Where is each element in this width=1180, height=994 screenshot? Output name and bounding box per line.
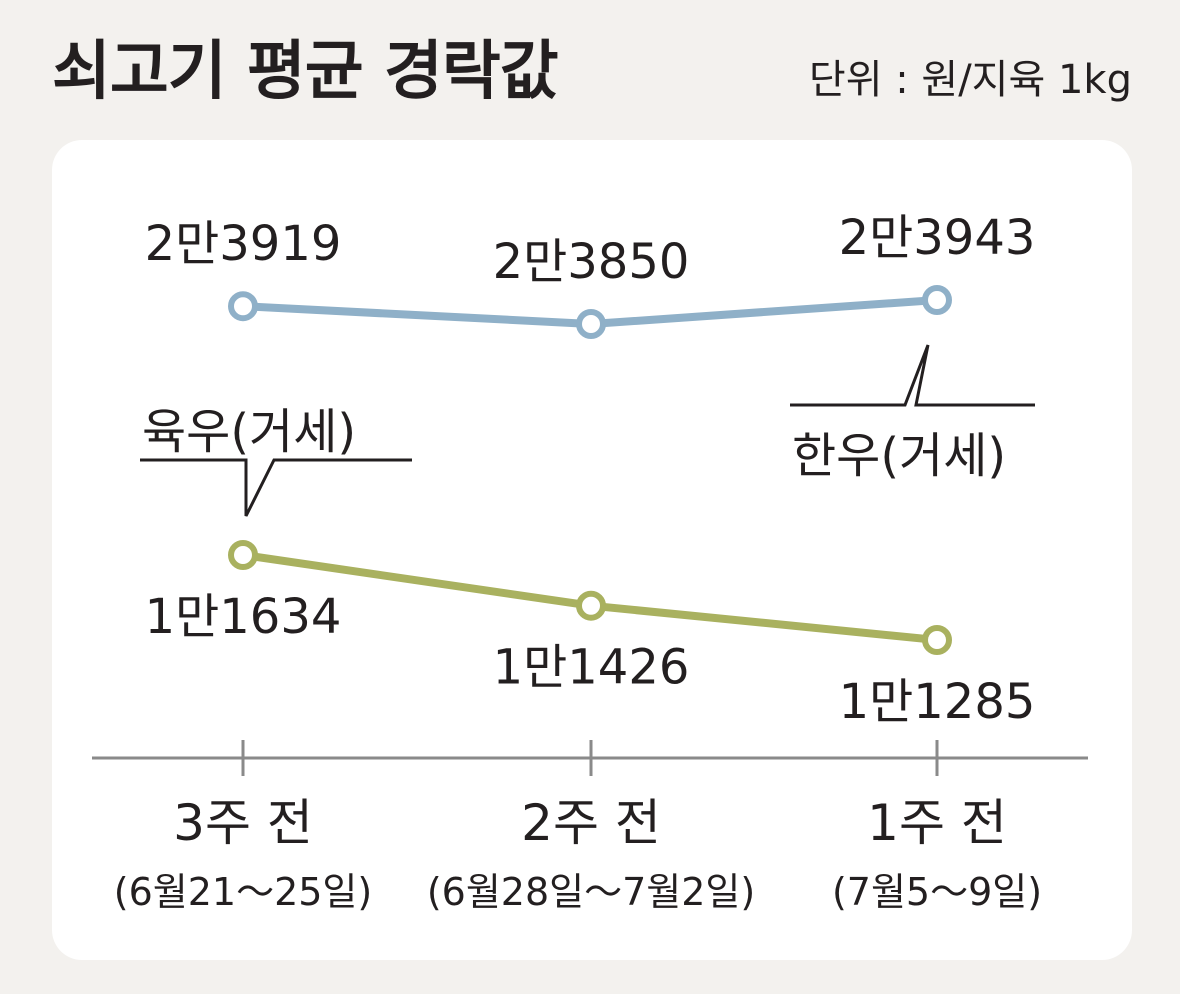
hanwoo-callout-line: [790, 344, 1035, 407]
data-label: 1만1634: [145, 589, 342, 645]
data-point: [228, 540, 258, 570]
x-axis: [92, 740, 1088, 776]
label-layer: 한우(거세) 육우(거세): [142, 404, 1006, 484]
x-tick-label: 3주 전: [173, 794, 313, 852]
data-point: [576, 590, 606, 621]
legend-label-yukwoo: 육우(거세): [142, 404, 356, 460]
x-tick-label: 1주 전: [867, 794, 1007, 852]
data-label: 1만1426: [493, 640, 690, 696]
yukwoo-callout-line: [140, 458, 412, 517]
data-label: 2만3850: [493, 234, 690, 290]
x-tick-labels: 3주 전 (6월21～25일) 2주 전 (6월28일～7월2일) 1주 전 (7월5～9…: [114, 794, 1042, 914]
unit-label: 단위 : 원/지육 1kg: [808, 57, 1132, 103]
series-callouts: [140, 344, 1035, 517]
x-tick-date: (7월5～9일): [832, 870, 1042, 914]
chart-title: 쇠고기 평균 경락값: [52, 35, 559, 109]
data-label: 1만1285: [839, 674, 1036, 730]
data-point: [922, 625, 952, 655]
data-point: [576, 309, 606, 339]
legend-label-hanwoo: 한우(거세): [792, 428, 1006, 484]
data-label: 2만3943: [839, 210, 1036, 266]
data-label: 2만3919: [145, 216, 342, 272]
series-layer: 2만3919 2만3850 2만3943 1만1634 1만1426 1만1285: [145, 210, 1036, 730]
x-tick-date: (6월21～25일): [114, 870, 372, 914]
data-point: [922, 285, 952, 315]
x-tick-date: (6월28일～7월2일): [427, 870, 755, 914]
data-point: [228, 291, 258, 322]
x-tick-label: 2주 전: [521, 794, 661, 852]
